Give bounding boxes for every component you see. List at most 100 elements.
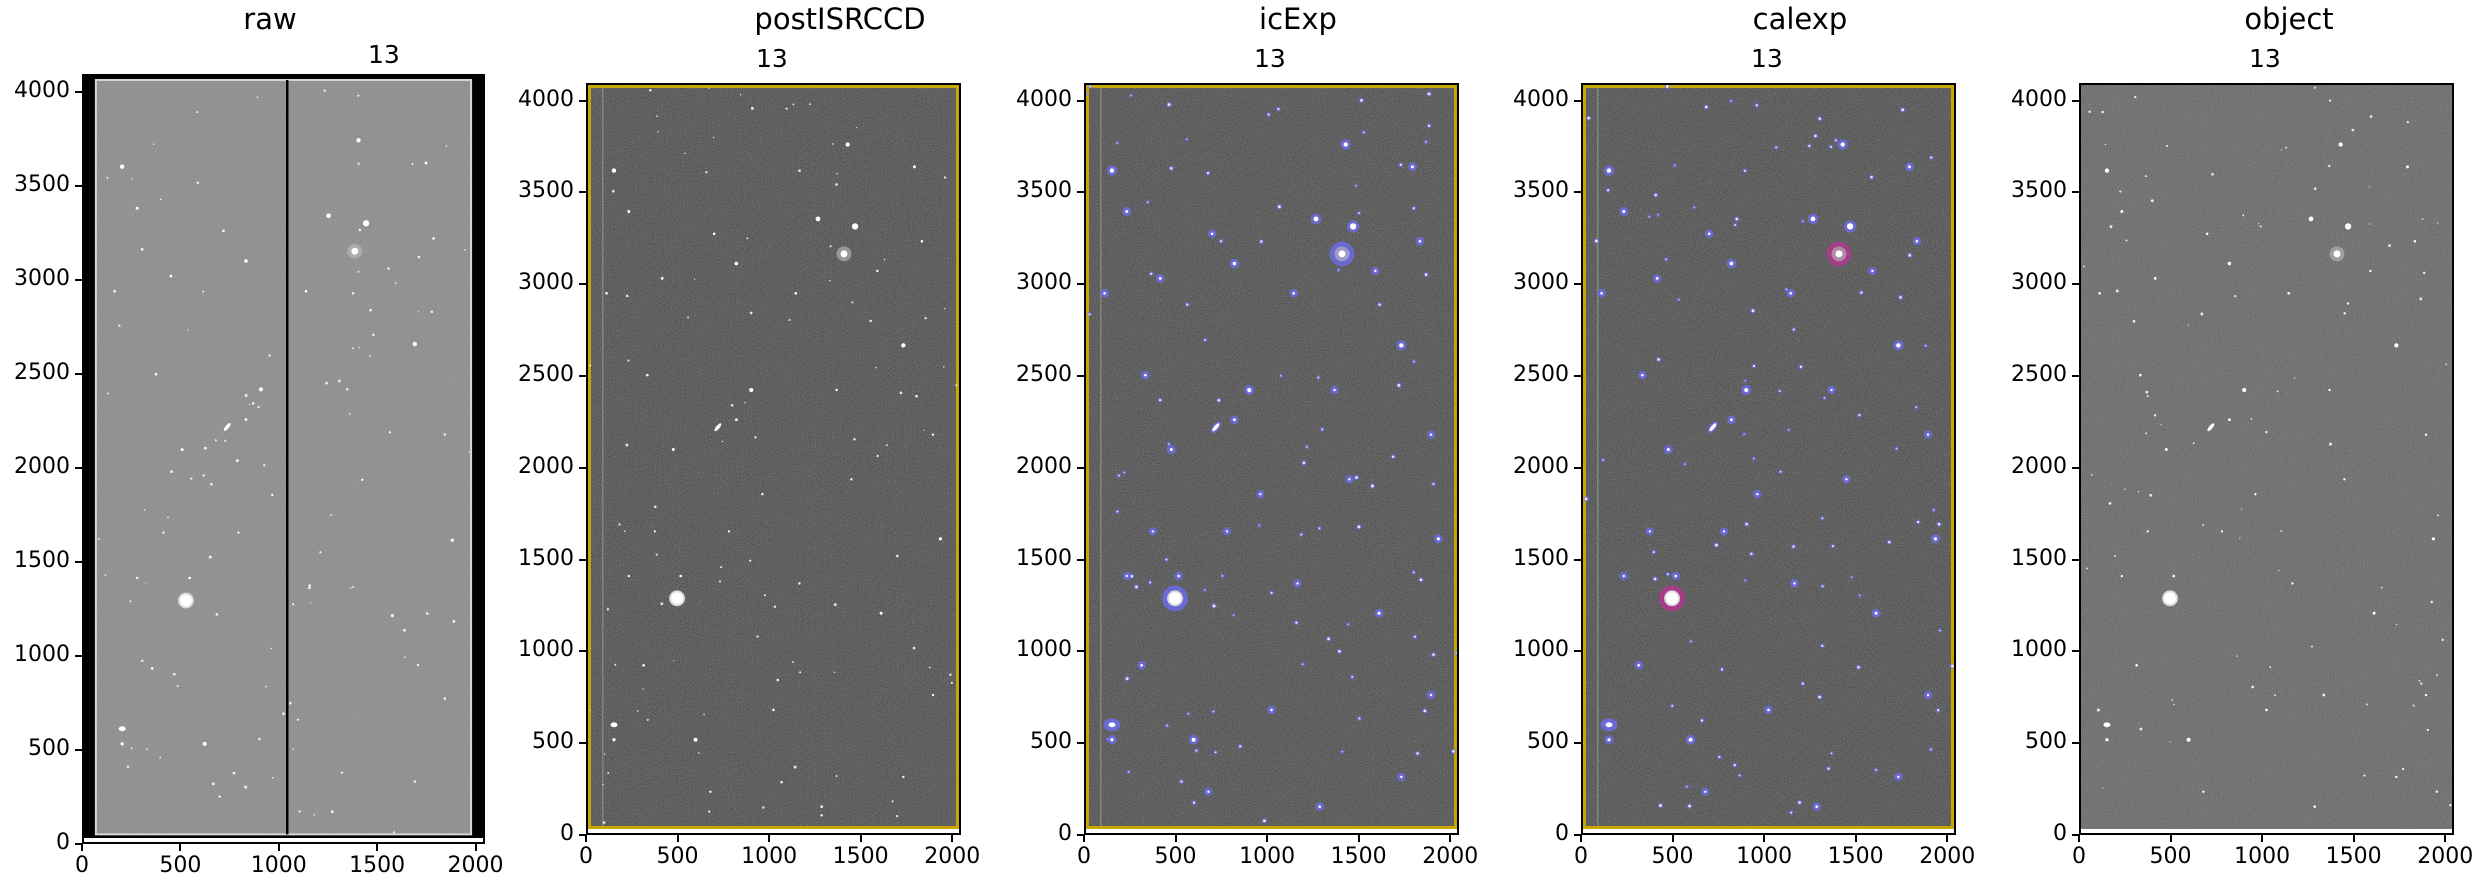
star: [2406, 121, 2410, 124]
star: [720, 566, 723, 569]
star: [899, 391, 903, 395]
star: [256, 96, 259, 98]
star: [2285, 146, 2288, 149]
star: [2365, 703, 2368, 706]
star: [351, 291, 355, 295]
star: [1239, 745, 1242, 748]
star: [653, 530, 656, 533]
star: [425, 612, 429, 615]
star: [2372, 611, 2376, 615]
star: [270, 647, 273, 650]
star: [1678, 298, 1680, 301]
star: [1135, 585, 1138, 589]
star: [1858, 414, 1861, 417]
star: [346, 388, 349, 391]
star: [671, 448, 675, 452]
star: [944, 307, 946, 310]
star: [2120, 574, 2123, 578]
y-tick-label: 3500: [1513, 178, 1569, 204]
star: [291, 603, 295, 606]
star: [452, 619, 456, 623]
star: [2413, 239, 2417, 243]
star: [703, 713, 705, 716]
star: [2086, 567, 2088, 570]
star: [1600, 292, 1603, 295]
y-tick-label: 1500: [14, 548, 70, 574]
star: [1815, 805, 1819, 808]
star: [1427, 92, 1431, 96]
star: [1212, 604, 1216, 608]
star: [655, 553, 658, 556]
y-tick-label: 2000: [518, 453, 574, 479]
star: [820, 813, 823, 817]
y-tick-mark: [2072, 191, 2079, 194]
star: [2278, 569, 2280, 572]
star: [1232, 261, 1237, 266]
y-tick-mark: [1574, 558, 1581, 561]
star: [2338, 142, 2343, 147]
star: [799, 671, 802, 674]
star: [2164, 448, 2168, 452]
star: [1602, 459, 1604, 461]
star: [1767, 708, 1770, 712]
star: [1808, 144, 1811, 147]
star: [2412, 704, 2415, 707]
star: [2139, 727, 2143, 731]
star: [618, 523, 621, 526]
noise-layer: [95, 79, 472, 835]
star: [832, 143, 834, 145]
star: [1260, 240, 1263, 243]
star: [2241, 508, 2243, 510]
star: [235, 459, 239, 463]
star: [1378, 303, 1381, 306]
star: [672, 660, 675, 662]
star: [1860, 291, 1863, 294]
star: [833, 603, 837, 607]
star: [2368, 186, 2371, 188]
star: [1641, 373, 1644, 377]
x-tick-mark: [1083, 835, 1085, 842]
x-tick-mark: [585, 835, 587, 842]
star: [798, 169, 801, 173]
star: [388, 431, 392, 434]
y-tick-mark: [579, 466, 586, 469]
star: [2186, 737, 2191, 742]
star: [1191, 737, 1196, 742]
star: [869, 319, 872, 323]
star: [432, 237, 435, 240]
star: [1317, 376, 1320, 379]
star: [118, 324, 121, 327]
star: [1169, 448, 1173, 452]
star: [931, 433, 935, 436]
object-image: [2081, 85, 2452, 829]
star: [2426, 728, 2430, 732]
star: [325, 381, 328, 385]
y-tick-label: 2000: [14, 454, 70, 480]
star: [902, 775, 905, 779]
star: [394, 282, 397, 285]
star: [2313, 86, 2317, 89]
star: [2088, 110, 2091, 114]
star: [1180, 780, 1183, 783]
star: [1452, 749, 1455, 753]
star: [1158, 398, 1162, 402]
y-tick-mark: [2072, 834, 2079, 836]
star: [170, 470, 173, 474]
star: [1584, 497, 1588, 501]
star: [1313, 216, 1319, 222]
x-tick-mark: [1580, 835, 1582, 842]
star: [739, 94, 742, 96]
star: [135, 206, 139, 210]
y-tick-label: 3000: [518, 270, 574, 296]
star: [188, 576, 191, 580]
star: [912, 646, 916, 650]
y-tick-mark: [1077, 742, 1084, 745]
x-tick-label: 1000: [1736, 844, 1793, 869]
y-tick-mark: [75, 279, 82, 282]
star: [1210, 232, 1214, 236]
star: [2280, 149, 2282, 151]
star: [129, 600, 132, 603]
star: [1897, 775, 1900, 779]
star: [172, 672, 176, 676]
star: [1127, 771, 1130, 773]
